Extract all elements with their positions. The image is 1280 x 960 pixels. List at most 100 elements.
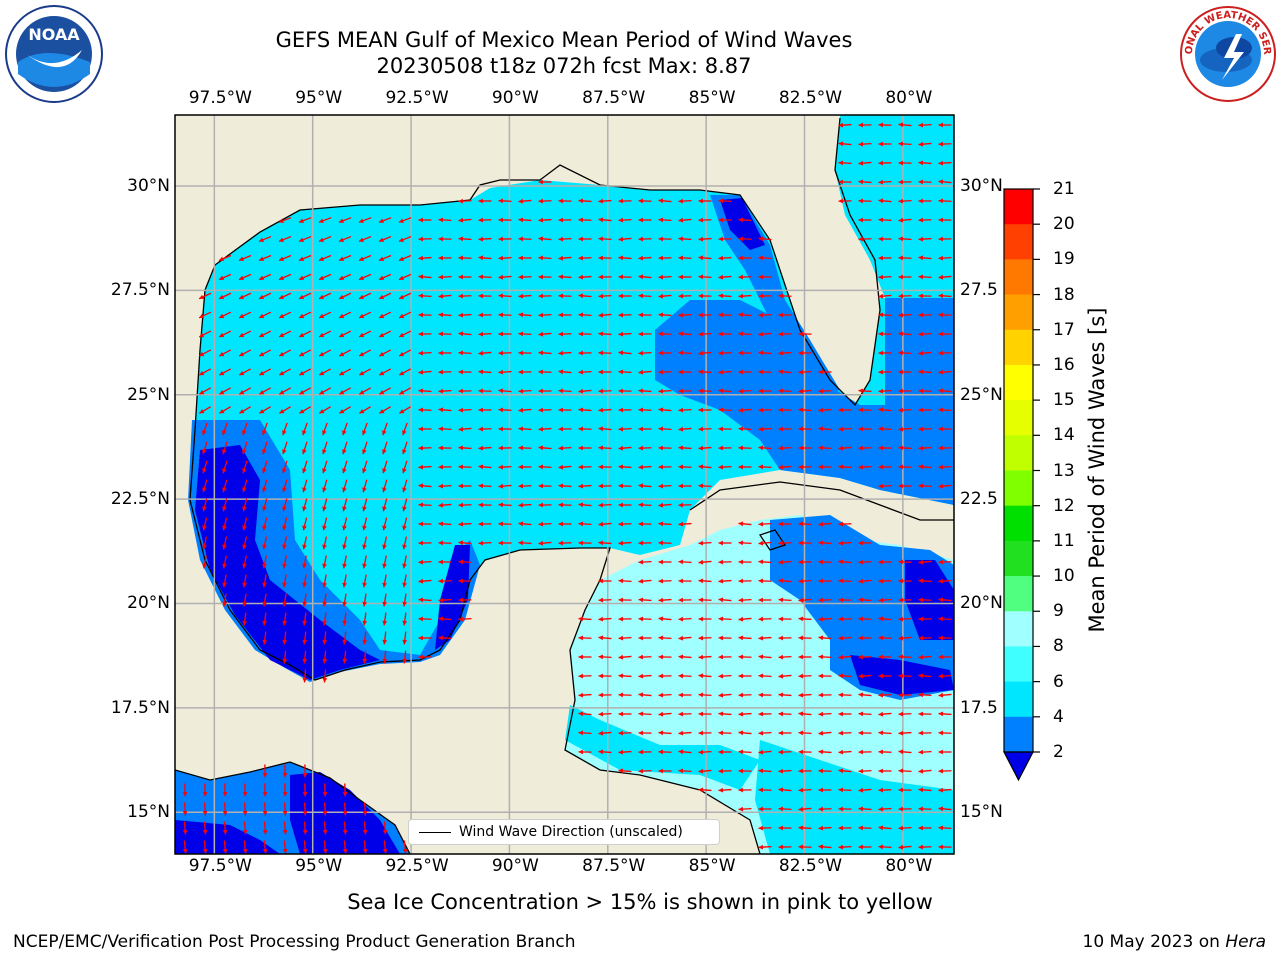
wind-arrow bbox=[282, 631, 288, 645]
wind-arrow bbox=[382, 593, 388, 607]
wind-arrow bbox=[478, 198, 492, 204]
wind-arrow bbox=[738, 540, 752, 546]
wind-arrow bbox=[618, 217, 632, 223]
wind-arrow bbox=[342, 479, 348, 493]
wind-arrow bbox=[758, 578, 772, 584]
wind-arrow bbox=[302, 650, 308, 664]
wind-arrow bbox=[378, 311, 392, 319]
wind-arrow bbox=[458, 369, 472, 375]
wind-arrow bbox=[658, 521, 672, 527]
wind-arrow bbox=[838, 578, 852, 584]
wind-arrow bbox=[418, 255, 432, 261]
wind-arrow bbox=[418, 654, 432, 660]
wind-arrow bbox=[242, 536, 248, 550]
wind-arrow bbox=[518, 483, 532, 489]
wind-arrow bbox=[398, 254, 412, 262]
wind-arrow bbox=[858, 160, 872, 166]
wind-arrow bbox=[898, 388, 912, 394]
wind-arrow bbox=[778, 673, 792, 679]
wind-arrow bbox=[878, 654, 892, 660]
wind-arrow bbox=[758, 331, 772, 337]
wind-arrow bbox=[198, 368, 212, 376]
wind-arrow bbox=[402, 479, 408, 493]
wind-arrow bbox=[778, 768, 792, 774]
wind-arrow bbox=[218, 292, 232, 300]
colorbar-cell bbox=[1004, 294, 1033, 331]
wind-arrow bbox=[578, 198, 592, 204]
colorbar-tick-label: 16 bbox=[1053, 354, 1075, 375]
wind-arrow bbox=[778, 635, 792, 641]
wind-arrow bbox=[282, 460, 288, 474]
wind-arrow bbox=[618, 388, 632, 394]
wind-arrow bbox=[338, 217, 352, 223]
wind-arrow bbox=[402, 517, 408, 531]
lat-tick-label-left: 25°N bbox=[127, 384, 170, 405]
wind-arrow bbox=[598, 274, 612, 280]
wind-arrow bbox=[342, 536, 348, 550]
wind-arrow bbox=[362, 517, 368, 531]
wind-arrow bbox=[558, 236, 572, 242]
wind-arrow bbox=[818, 768, 832, 774]
wind-arrow bbox=[398, 311, 412, 319]
wind-arrow bbox=[222, 574, 227, 588]
coastlines bbox=[175, 117, 954, 854]
wind-arrow bbox=[222, 460, 228, 474]
wind-arrow bbox=[538, 521, 552, 527]
wind-arrow bbox=[898, 255, 912, 261]
wind-arrow bbox=[778, 844, 792, 850]
wind-arrow bbox=[618, 369, 632, 375]
atlantic-band bbox=[880, 298, 954, 505]
wind-arrow bbox=[319, 387, 331, 395]
wind-arrow bbox=[938, 293, 952, 299]
wind-arrow bbox=[918, 350, 932, 356]
wind-arrow bbox=[222, 821, 228, 835]
wind-arrow bbox=[738, 768, 752, 774]
colorbar-tick-label: 17 bbox=[1053, 319, 1075, 340]
wind-arrow bbox=[578, 483, 592, 489]
wind-arrow bbox=[378, 330, 392, 338]
wind-arrow bbox=[858, 141, 872, 147]
wind-arrow bbox=[698, 730, 712, 736]
wind-arrow bbox=[638, 293, 652, 299]
wind-arrow bbox=[282, 783, 288, 797]
wind-arrow bbox=[458, 502, 472, 508]
wind-arrow bbox=[418, 293, 432, 299]
wind-arrow bbox=[578, 616, 592, 622]
wind-arrow bbox=[379, 406, 391, 414]
wind-arrow bbox=[798, 806, 812, 812]
wind-arrow bbox=[558, 483, 572, 489]
wind-arrow bbox=[938, 673, 952, 679]
wind-arrow bbox=[858, 179, 872, 185]
wind-arrow bbox=[858, 844, 872, 850]
wind-arrow bbox=[302, 764, 308, 778]
wind-arrow bbox=[418, 388, 432, 394]
wind-arrow bbox=[878, 160, 892, 166]
wind-arrow bbox=[938, 179, 952, 185]
wind-arrow bbox=[938, 312, 952, 318]
wind-arrow bbox=[918, 654, 932, 660]
wind-arrow bbox=[262, 612, 268, 626]
wind-arrow bbox=[738, 350, 752, 356]
colorbar-cell bbox=[1004, 364, 1033, 401]
wind-arrow bbox=[438, 521, 452, 527]
wind-arrow bbox=[518, 274, 532, 280]
wind-arrow bbox=[498, 464, 512, 470]
wind-arrow bbox=[898, 293, 912, 299]
colorbar-cell bbox=[1004, 505, 1033, 542]
wind-arrow bbox=[638, 540, 652, 546]
wind-arrow bbox=[438, 540, 452, 546]
wind-arrow bbox=[798, 521, 812, 527]
wind-arrow bbox=[618, 749, 632, 755]
wind-arrow bbox=[402, 460, 408, 474]
wind-arrow bbox=[342, 783, 348, 797]
wind-arrow bbox=[818, 616, 832, 622]
wind-arrow bbox=[202, 460, 208, 474]
wind-arrow bbox=[222, 783, 228, 797]
wind-arrow bbox=[478, 502, 492, 508]
map-frame bbox=[174, 114, 955, 855]
wind-arrow bbox=[678, 521, 692, 527]
wind-arrow bbox=[278, 368, 292, 376]
wind-arrow bbox=[322, 498, 328, 512]
florida-east-water bbox=[835, 115, 954, 298]
wind-arrow bbox=[658, 502, 672, 508]
